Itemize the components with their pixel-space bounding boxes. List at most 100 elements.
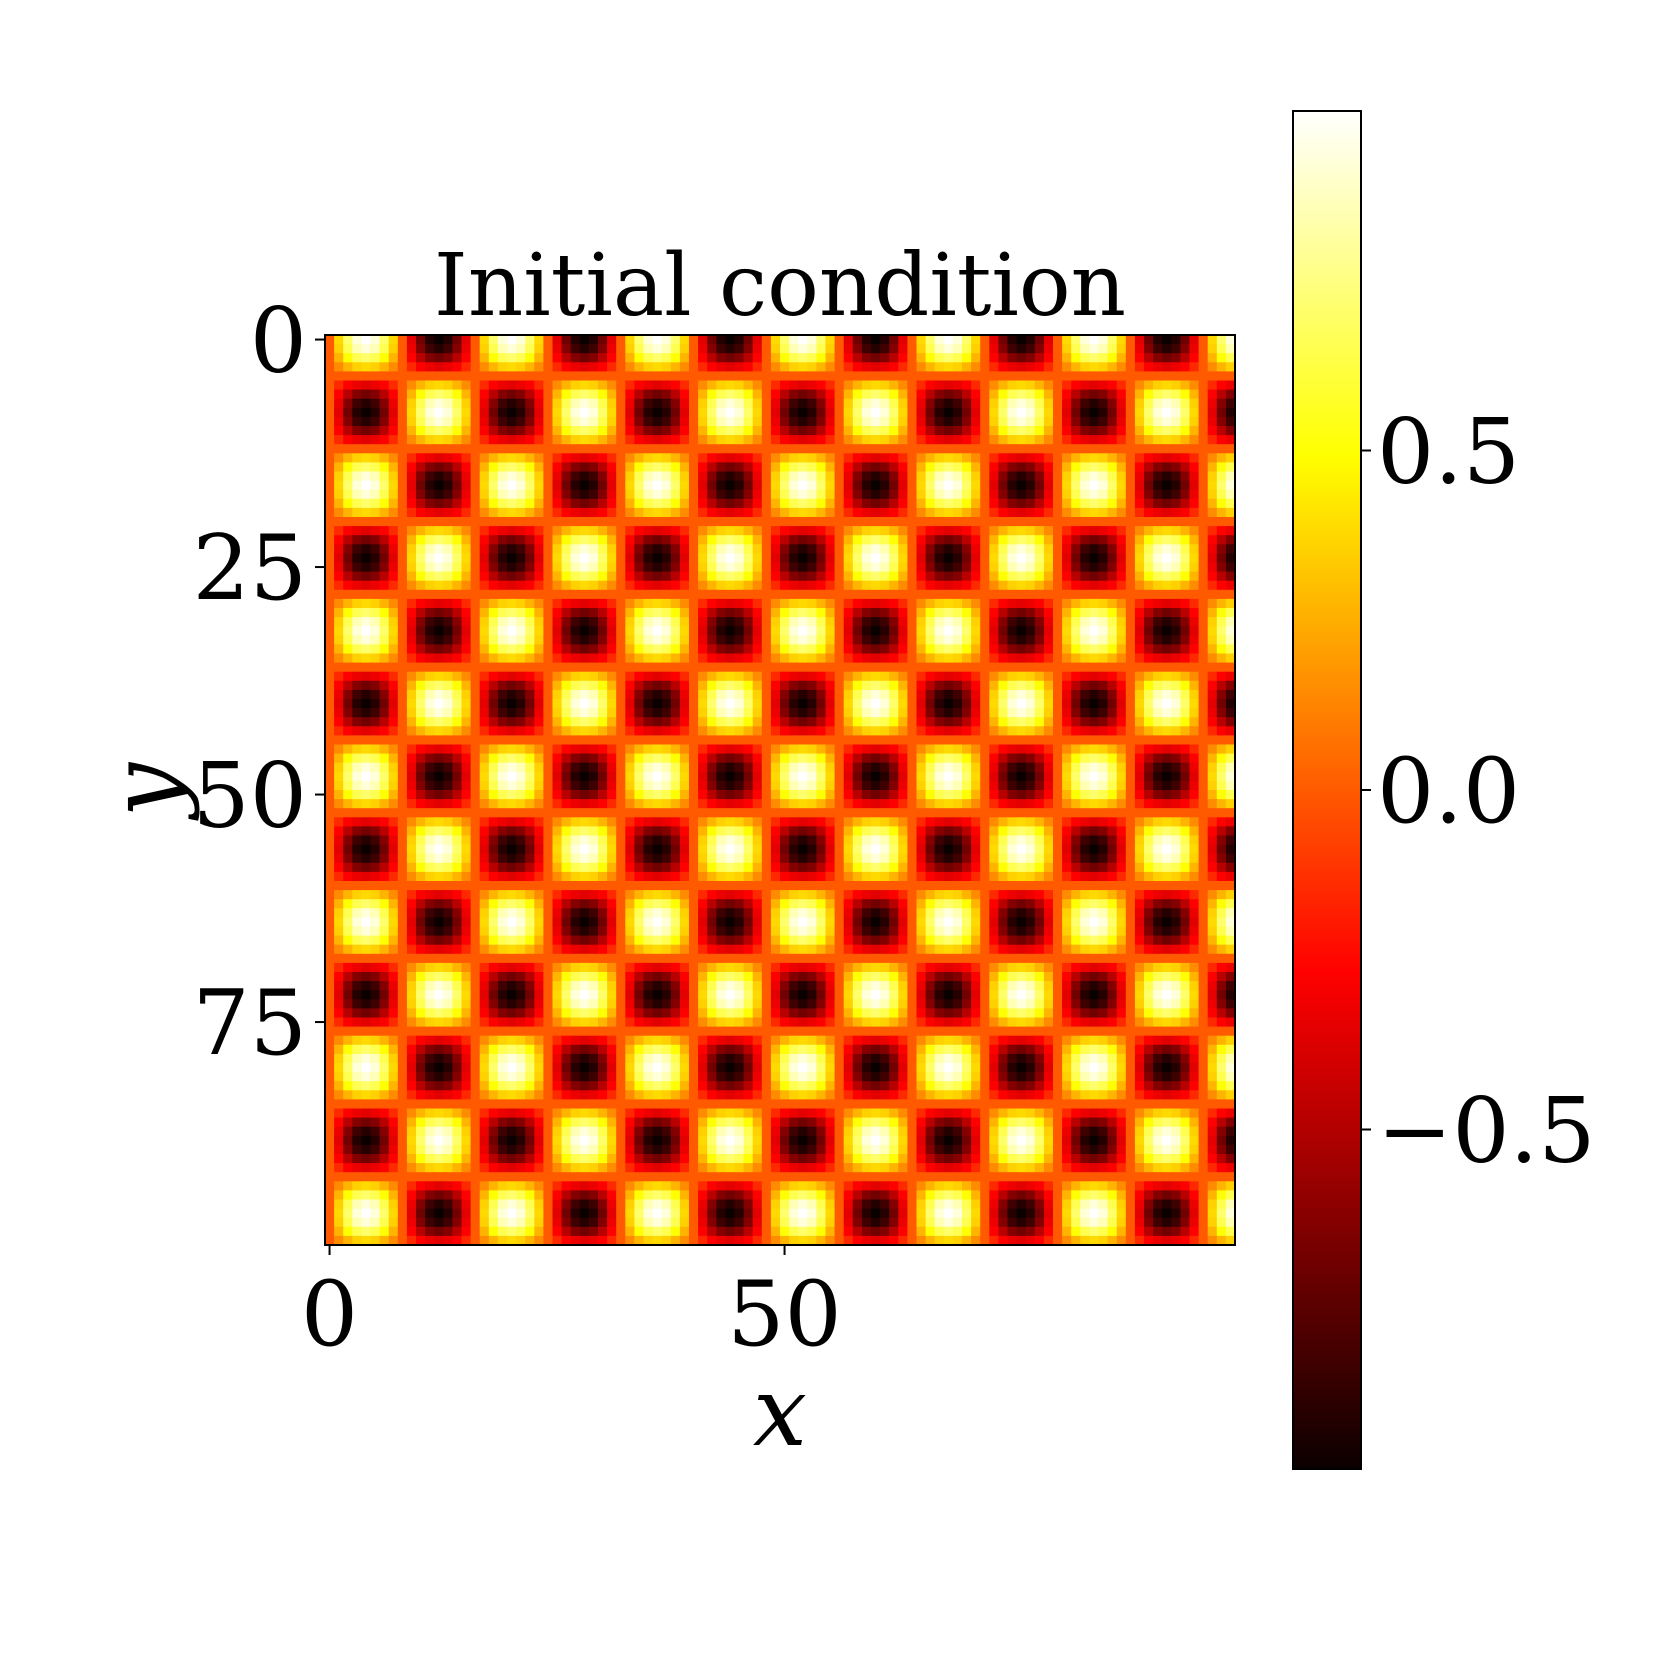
heatmap-cell: [634, 580, 645, 591]
heatmap-cell: [1107, 753, 1118, 764]
heatmap-cell: [1225, 608, 1236, 618]
heatmap-cell: [1107, 553, 1118, 564]
heatmap-cell: [834, 444, 845, 454]
heatmap-cell: [743, 708, 754, 718]
heatmap-cell: [570, 771, 581, 782]
heatmap-cell: [534, 471, 544, 482]
heatmap-cell: [379, 353, 390, 363]
heatmap-cell: [488, 353, 499, 363]
heatmap-cell: [1016, 571, 1027, 582]
heatmap-cell: [1007, 553, 1018, 564]
heatmap-cell: [416, 517, 426, 527]
heatmap-cell: [507, 708, 517, 718]
heatmap-cell: [552, 362, 563, 372]
heatmap-cell: [825, 680, 836, 691]
heatmap-cell: [1025, 671, 1036, 682]
heatmap-cell: [561, 480, 572, 491]
heatmap-cell: [670, 598, 681, 609]
heatmap-cell: [1053, 626, 1063, 636]
heatmap-cell: [470, 426, 481, 436]
heatmap-cell: [1043, 471, 1054, 482]
heatmap-cell: [461, 589, 472, 600]
heatmap-cell: [1198, 671, 1209, 682]
heatmap-cell: [543, 671, 554, 682]
heatmap-cell: [534, 699, 544, 709]
heatmap-cell: [898, 553, 908, 564]
heatmap-cell: [598, 680, 608, 691]
heatmap-cell: [497, 362, 508, 372]
heatmap-cell: [770, 580, 781, 591]
heatmap-cell: [1034, 744, 1045, 755]
heatmap-cell: [643, 480, 654, 491]
heatmap-cell: [770, 416, 781, 427]
heatmap-cell: [679, 507, 690, 518]
heatmap-cell: [1025, 771, 1036, 782]
heatmap-cell: [998, 344, 1009, 354]
heatmap-cell: [871, 680, 881, 691]
heatmap-cell: [907, 335, 918, 345]
heatmap-cell: [698, 689, 708, 700]
heatmap-cell: [734, 517, 745, 527]
heatmap-cell: [698, 380, 708, 391]
heatmap-cell: [880, 344, 890, 354]
heatmap-cell: [916, 780, 927, 791]
heatmap-cell: [907, 598, 918, 609]
heatmap-cell: [1025, 726, 1036, 736]
heatmap-cell: [388, 544, 399, 554]
heatmap-cell: [1180, 598, 1191, 609]
heatmap-cell: [406, 735, 417, 746]
heatmap-cell: [898, 580, 908, 591]
heatmap-cell: [1007, 608, 1018, 618]
heatmap-cell: [497, 626, 508, 636]
heatmap-cell: [789, 571, 799, 582]
heatmap-cell: [1144, 708, 1154, 718]
heatmap-cell: [1189, 635, 1200, 645]
heatmap-cell: [1198, 771, 1209, 782]
heatmap-cell: [752, 553, 763, 564]
heatmap-cell: [1207, 426, 1218, 436]
heatmap-cell: [871, 353, 881, 363]
heatmap-cell: [470, 662, 481, 673]
heatmap-cell: [370, 535, 381, 545]
heatmap-cell: [397, 498, 408, 509]
heatmap-cell: [397, 435, 408, 445]
heatmap-cell: [479, 608, 490, 618]
heatmap-cell: [825, 753, 836, 764]
heatmap-cell: [334, 708, 344, 718]
heatmap-cell: [1071, 635, 1081, 645]
heatmap-cell: [925, 562, 936, 573]
heatmap-cell: [798, 726, 808, 736]
heatmap-cell: [497, 580, 508, 591]
heatmap-cell: [1043, 589, 1054, 600]
heatmap-cell: [880, 398, 890, 409]
heatmap-cell: [634, 480, 645, 491]
heatmap-cell: [1098, 526, 1109, 536]
heatmap-cell: [689, 371, 699, 382]
heatmap-cell: [616, 744, 626, 755]
heatmap-cell: [689, 353, 699, 363]
heatmap-cell: [1153, 780, 1163, 791]
heatmap-cell: [934, 753, 945, 764]
heatmap-cell: [370, 689, 381, 700]
heatmap-cell: [934, 689, 945, 700]
heatmap-cell: [698, 462, 708, 473]
heatmap-cell: [361, 708, 372, 718]
heatmap-cell: [470, 389, 481, 400]
heatmap-cell: [843, 617, 854, 627]
heatmap-cell: [1071, 471, 1081, 482]
heatmap-cell: [497, 407, 508, 418]
heatmap-cell: [834, 635, 845, 645]
heatmap-cell: [443, 626, 453, 636]
heatmap-cell: [470, 726, 481, 736]
heatmap-cell: [1125, 507, 1136, 518]
heatmap-cell: [488, 398, 499, 409]
heatmap-cell: [807, 708, 817, 718]
heatmap-cell: [634, 598, 645, 609]
heatmap-cell: [1162, 699, 1172, 709]
heatmap-cell: [406, 480, 417, 491]
heatmap-cell: [998, 717, 1009, 727]
heatmap-cell: [962, 480, 972, 491]
heatmap-cell: [971, 635, 981, 645]
heatmap-cell: [962, 699, 972, 709]
heatmap-cell: [543, 371, 554, 382]
